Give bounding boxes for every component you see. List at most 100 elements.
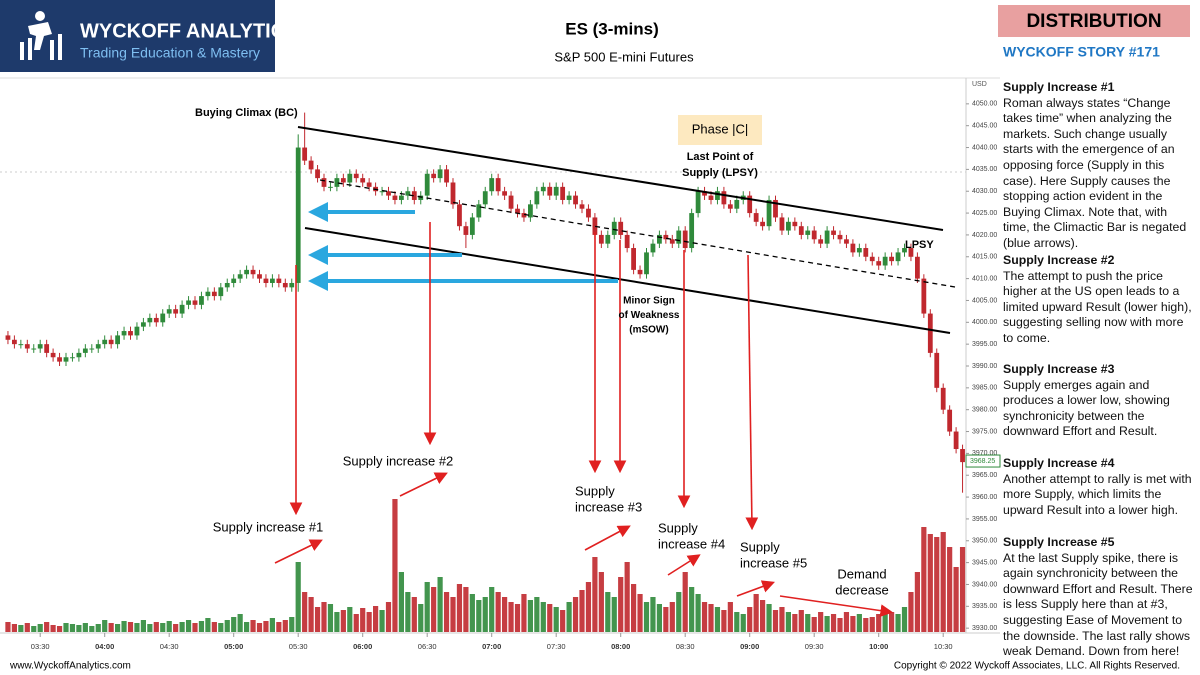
candle-body [682,230,688,249]
candle-body [134,326,140,336]
tagline: Trading Education & Mastery [80,45,260,61]
volume-bar [321,602,327,632]
x-tick-label: 07:00 [482,642,501,651]
volume-bar [489,587,495,632]
volume-bar [37,624,43,632]
badge-box [998,5,1190,37]
candle-body [792,221,798,227]
y-tick-label: 4020.00 [972,232,997,239]
candle-body [276,278,282,283]
y-tick-label: 3950.00 [972,538,997,545]
volume-bar [295,562,301,632]
volume-bar [959,547,966,632]
logo-icon [20,11,62,60]
x-tick-label: 03:30 [31,642,50,651]
story-section: Supply Increase #5 At the last Supply spi… [1003,535,1197,660]
volume-bar [366,612,372,632]
candle-body [115,335,120,345]
volume-bar [173,624,179,632]
volume-bar [231,617,237,632]
volume-bar [11,624,17,632]
volume-bar [592,557,598,632]
candle-body [637,269,643,275]
volume-bar [553,607,559,632]
volume-bar [837,618,843,632]
volume-bar [127,622,134,632]
volume-bar [663,607,669,632]
annotation: Buying Climax (BC) [195,107,298,119]
candle-body [334,178,340,187]
annotation: Minor Sign [623,296,675,307]
candle-body [592,217,598,235]
plot [5,112,966,632]
y-tick-label: 4030.00 [972,188,997,195]
x-tick-label: 05:30 [289,642,308,651]
x-tick-label: 10:30 [934,642,953,651]
volume-bar [514,604,521,632]
volume-bar [643,602,650,632]
volume-bar [850,616,856,632]
candle-body [856,248,862,253]
volume-bar [385,602,392,632]
candle-body [128,331,133,336]
candle-body [566,195,572,200]
candle-body [186,300,191,305]
y-tick-label: 3940.00 [972,581,997,588]
candle-body [379,191,385,193]
brand: WYCKOFF ANALYTICS [80,20,299,42]
volume-bar [566,602,572,632]
candle-body [353,173,359,179]
candle-body [618,221,624,235]
y-tick-label: 4005.00 [972,297,997,304]
candle-body [766,199,772,227]
volume-bar [669,602,675,632]
volume-bar [198,621,205,632]
volume-bar [740,614,746,632]
candle-body [37,344,43,349]
volume-bar [424,582,430,632]
volume-bar [572,597,579,632]
candle-body [927,313,933,353]
section-title: Supply Increase #4 [1003,456,1115,470]
candle-body [308,160,314,170]
candle-body [940,387,946,410]
annotation: Supply [575,483,615,498]
red-arrow [274,539,323,564]
red-arrow [745,254,759,531]
y-tick-label: 3985.00 [972,385,997,392]
candle-body [715,191,720,200]
volume-bar [95,624,101,632]
story-section: Supply Increase #1 Roman always states “C… [1003,80,1197,252]
candle-body [24,344,30,349]
candle-body [863,248,869,257]
volume-bar [211,622,217,632]
candle-body [624,234,630,249]
volume-bar [908,592,914,632]
candle-body [605,234,611,244]
annotation: increase #3 [575,499,642,514]
y-tick-label: 4010.00 [972,275,997,282]
y-tick-label: 4025.00 [972,210,997,217]
annotations: Buying Climax (BC) Phase |C| Last Point of… [195,107,934,598]
candle-body [908,248,914,257]
candle-body [89,348,95,350]
candle-body [895,252,901,262]
x-tick-label: 09:00 [740,642,759,651]
candle-body [211,291,217,297]
volume-bar [121,621,127,632]
chart-subtitle: S&P 500 E-mini Futures [554,49,694,64]
candle-body [702,191,707,196]
volume-bar [482,597,488,632]
candle-body [811,230,817,240]
candle-body [534,191,540,205]
volume-bar [727,602,733,632]
volume-bar [631,584,637,632]
logo-box [0,0,275,72]
volume-bar [31,626,37,632]
candle-body [302,147,308,161]
candle-body [489,178,495,192]
section-title: Supply Increase #2 [1003,253,1115,267]
candle-body [405,191,411,196]
volume-bar [263,621,269,632]
